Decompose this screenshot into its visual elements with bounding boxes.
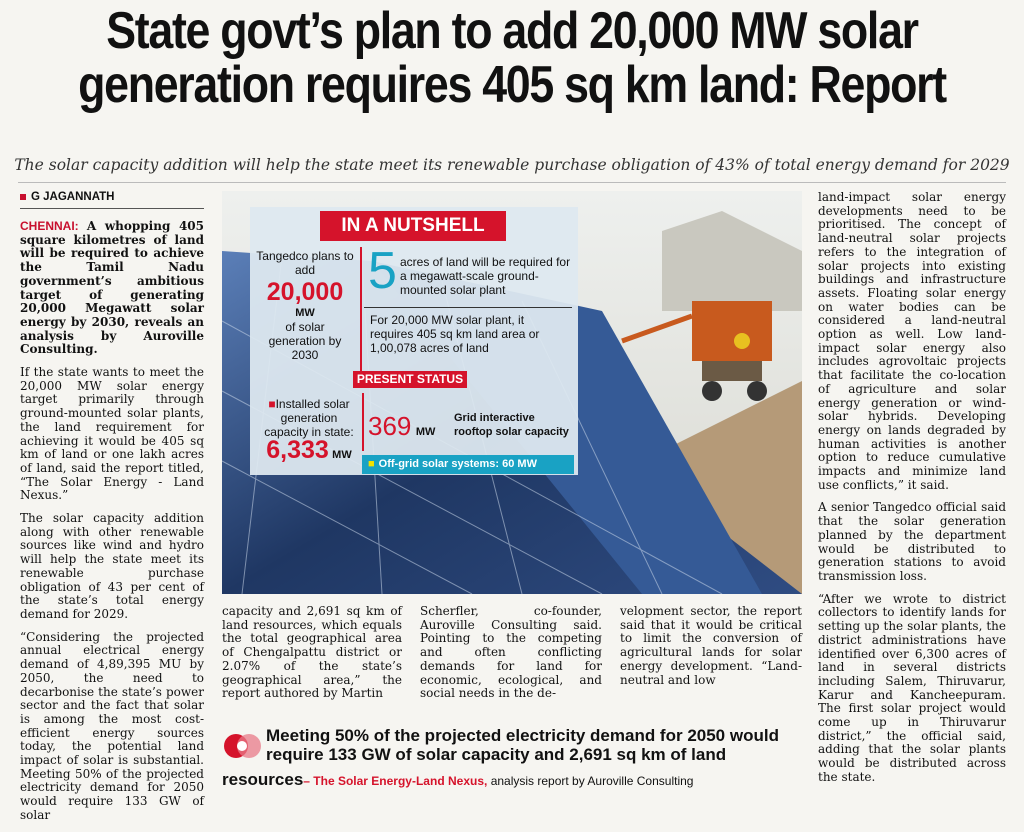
dateline: CHENNAI: bbox=[20, 219, 79, 233]
headline-line-2: generation requires 405 sq km land: Repo… bbox=[78, 56, 947, 114]
installed-capacity: ■Installed solar generation capacity in … bbox=[260, 397, 358, 464]
plan-prefix: Tangedco plans to add bbox=[256, 249, 354, 277]
divider bbox=[364, 307, 572, 308]
pull-quote-source-suffix: analysis report by Auroville Consulting bbox=[490, 774, 694, 788]
byline-author: G JAGANNATH bbox=[31, 191, 115, 203]
byline: G JAGANNATH bbox=[20, 191, 114, 203]
paragraph: Scherfler, co-founder, Auroville Consult… bbox=[420, 604, 602, 701]
headline-line-1: State govt’s plan to add 20,000 MW solar bbox=[106, 2, 919, 60]
installed-unit: MW bbox=[332, 449, 352, 461]
article-column-2: capacity and 2,691 sq km of land resourc… bbox=[222, 604, 402, 710]
installed-label: Installed solar generation capacity in s… bbox=[264, 397, 354, 439]
nutshell-title: IN A NUTSHELL bbox=[320, 211, 506, 241]
byline-divider bbox=[20, 208, 204, 209]
subheadline: The solar capacity addition will help th… bbox=[14, 156, 1010, 174]
offgrid-text: Off-grid solar systems: 60 MW bbox=[378, 458, 537, 470]
rooftop-capacity: 369 MW Grid interactive rooftop solar ca… bbox=[368, 411, 578, 442]
divider bbox=[362, 393, 364, 451]
plant-land-text: For 20,000 MW solar plant, it requires 4… bbox=[370, 313, 540, 355]
byline-bullet-icon bbox=[20, 193, 26, 200]
paragraph: A senior Tangedco official said that the… bbox=[818, 500, 1006, 583]
paragraph: velopment sector, the report said that i… bbox=[620, 604, 802, 687]
article-column-4: velopment sector, the report said that i… bbox=[620, 604, 802, 696]
paragraph: If the state wants to meet the 20,000 MW… bbox=[20, 365, 204, 503]
tangedco-plan: Tangedco plans to add 20,000 MW of solar… bbox=[256, 249, 354, 362]
headline: State govt’s plan to add 20,000 MW solar… bbox=[72, 4, 953, 112]
paragraph: “After we wrote to district collectors t… bbox=[818, 591, 1006, 784]
paragraph: “Considering the projected annual electr… bbox=[20, 629, 204, 822]
square-bullet-icon: ■ bbox=[368, 458, 375, 470]
installed-value: 6,333 bbox=[266, 436, 329, 464]
acres-fact: 5 acres of land will be required for a m… bbox=[368, 243, 578, 305]
in-a-nutshell-box: IN A NUTSHELL Tangedco plans to add 20,0… bbox=[250, 207, 578, 475]
header-divider bbox=[18, 182, 1006, 183]
plan-unit: MW bbox=[295, 307, 315, 319]
pull-quote-source: – The Solar Energy-Land Nexus, bbox=[303, 774, 488, 788]
lead-paragraph: A whopping 405 square kilometres of land… bbox=[20, 219, 204, 357]
acres-text: acres of land will be required for a meg… bbox=[400, 255, 571, 297]
rooftop-label: Grid interactive rooftop solar capacity bbox=[454, 412, 569, 438]
present-status-label: PRESENT STATUS bbox=[353, 371, 467, 388]
pull-quote-text: Meeting 50% of the projected electricity… bbox=[266, 726, 779, 764]
paragraph: land-impact solar energy developments ne… bbox=[818, 190, 1006, 492]
rooftop-unit: MW bbox=[415, 426, 436, 438]
divider bbox=[360, 247, 362, 371]
article-column-1: CHENNAI: A whopping 405 square kilometre… bbox=[20, 219, 204, 832]
acres-number: 5 bbox=[368, 242, 397, 300]
paragraph: The solar capacity addition along with o… bbox=[20, 511, 204, 621]
paragraph: capacity and 2,691 sq km of land resourc… bbox=[222, 604, 402, 701]
plan-value: 20,000 bbox=[266, 278, 344, 306]
pull-quote: Meeting 50% of the projected electricity… bbox=[222, 720, 794, 800]
rooftop-value: 369 bbox=[368, 411, 412, 441]
article-column-3: Scherfler, co-founder, Auroville Consult… bbox=[420, 604, 602, 710]
article-column-5: land-impact solar energy developments ne… bbox=[818, 190, 1006, 794]
pull-quote-end: resources bbox=[222, 770, 304, 789]
plan-suffix: of solar generation by 2030 bbox=[268, 320, 342, 362]
square-bullet-icon: ■ bbox=[268, 397, 276, 411]
quote-bubble-icon bbox=[224, 734, 261, 758]
offgrid-banner: ■ Off-grid solar systems: 60 MW bbox=[362, 455, 574, 474]
